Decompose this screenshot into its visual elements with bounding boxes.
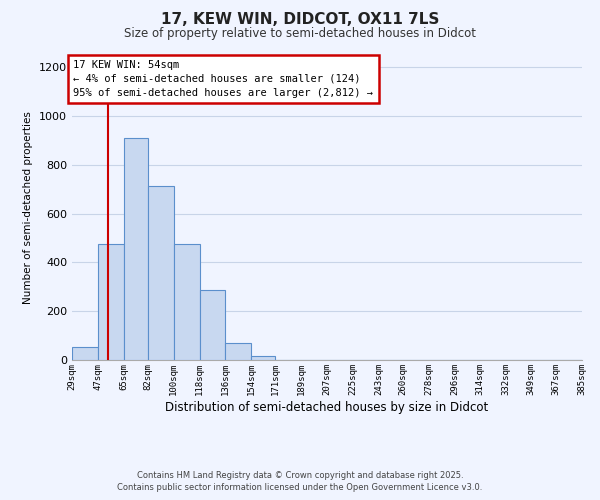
Text: Contains HM Land Registry data © Crown copyright and database right 2025.
Contai: Contains HM Land Registry data © Crown c… [118, 471, 482, 492]
Bar [199, 290, 225, 360]
Text: 17 KEW WIN: 54sqm
← 4% of semi-detached houses are smaller (124)
95% of semi-det: 17 KEW WIN: 54sqm ← 4% of semi-detached … [73, 60, 373, 98]
Text: Size of property relative to semi-detached houses in Didcot: Size of property relative to semi-detach… [124, 28, 476, 40]
Text: 17, KEW WIN, DIDCOT, OX11 7LS: 17, KEW WIN, DIDCOT, OX11 7LS [161, 12, 439, 28]
X-axis label: Distribution of semi-detached houses by size in Didcot: Distribution of semi-detached houses by … [166, 400, 488, 413]
Bar [98, 244, 124, 360]
Y-axis label: Number of semi-detached properties: Number of semi-detached properties [23, 111, 34, 304]
Bar [148, 186, 174, 360]
Bar [124, 138, 148, 360]
Bar [251, 356, 275, 360]
Bar [174, 244, 200, 360]
Bar [225, 343, 251, 360]
Bar [72, 346, 98, 360]
